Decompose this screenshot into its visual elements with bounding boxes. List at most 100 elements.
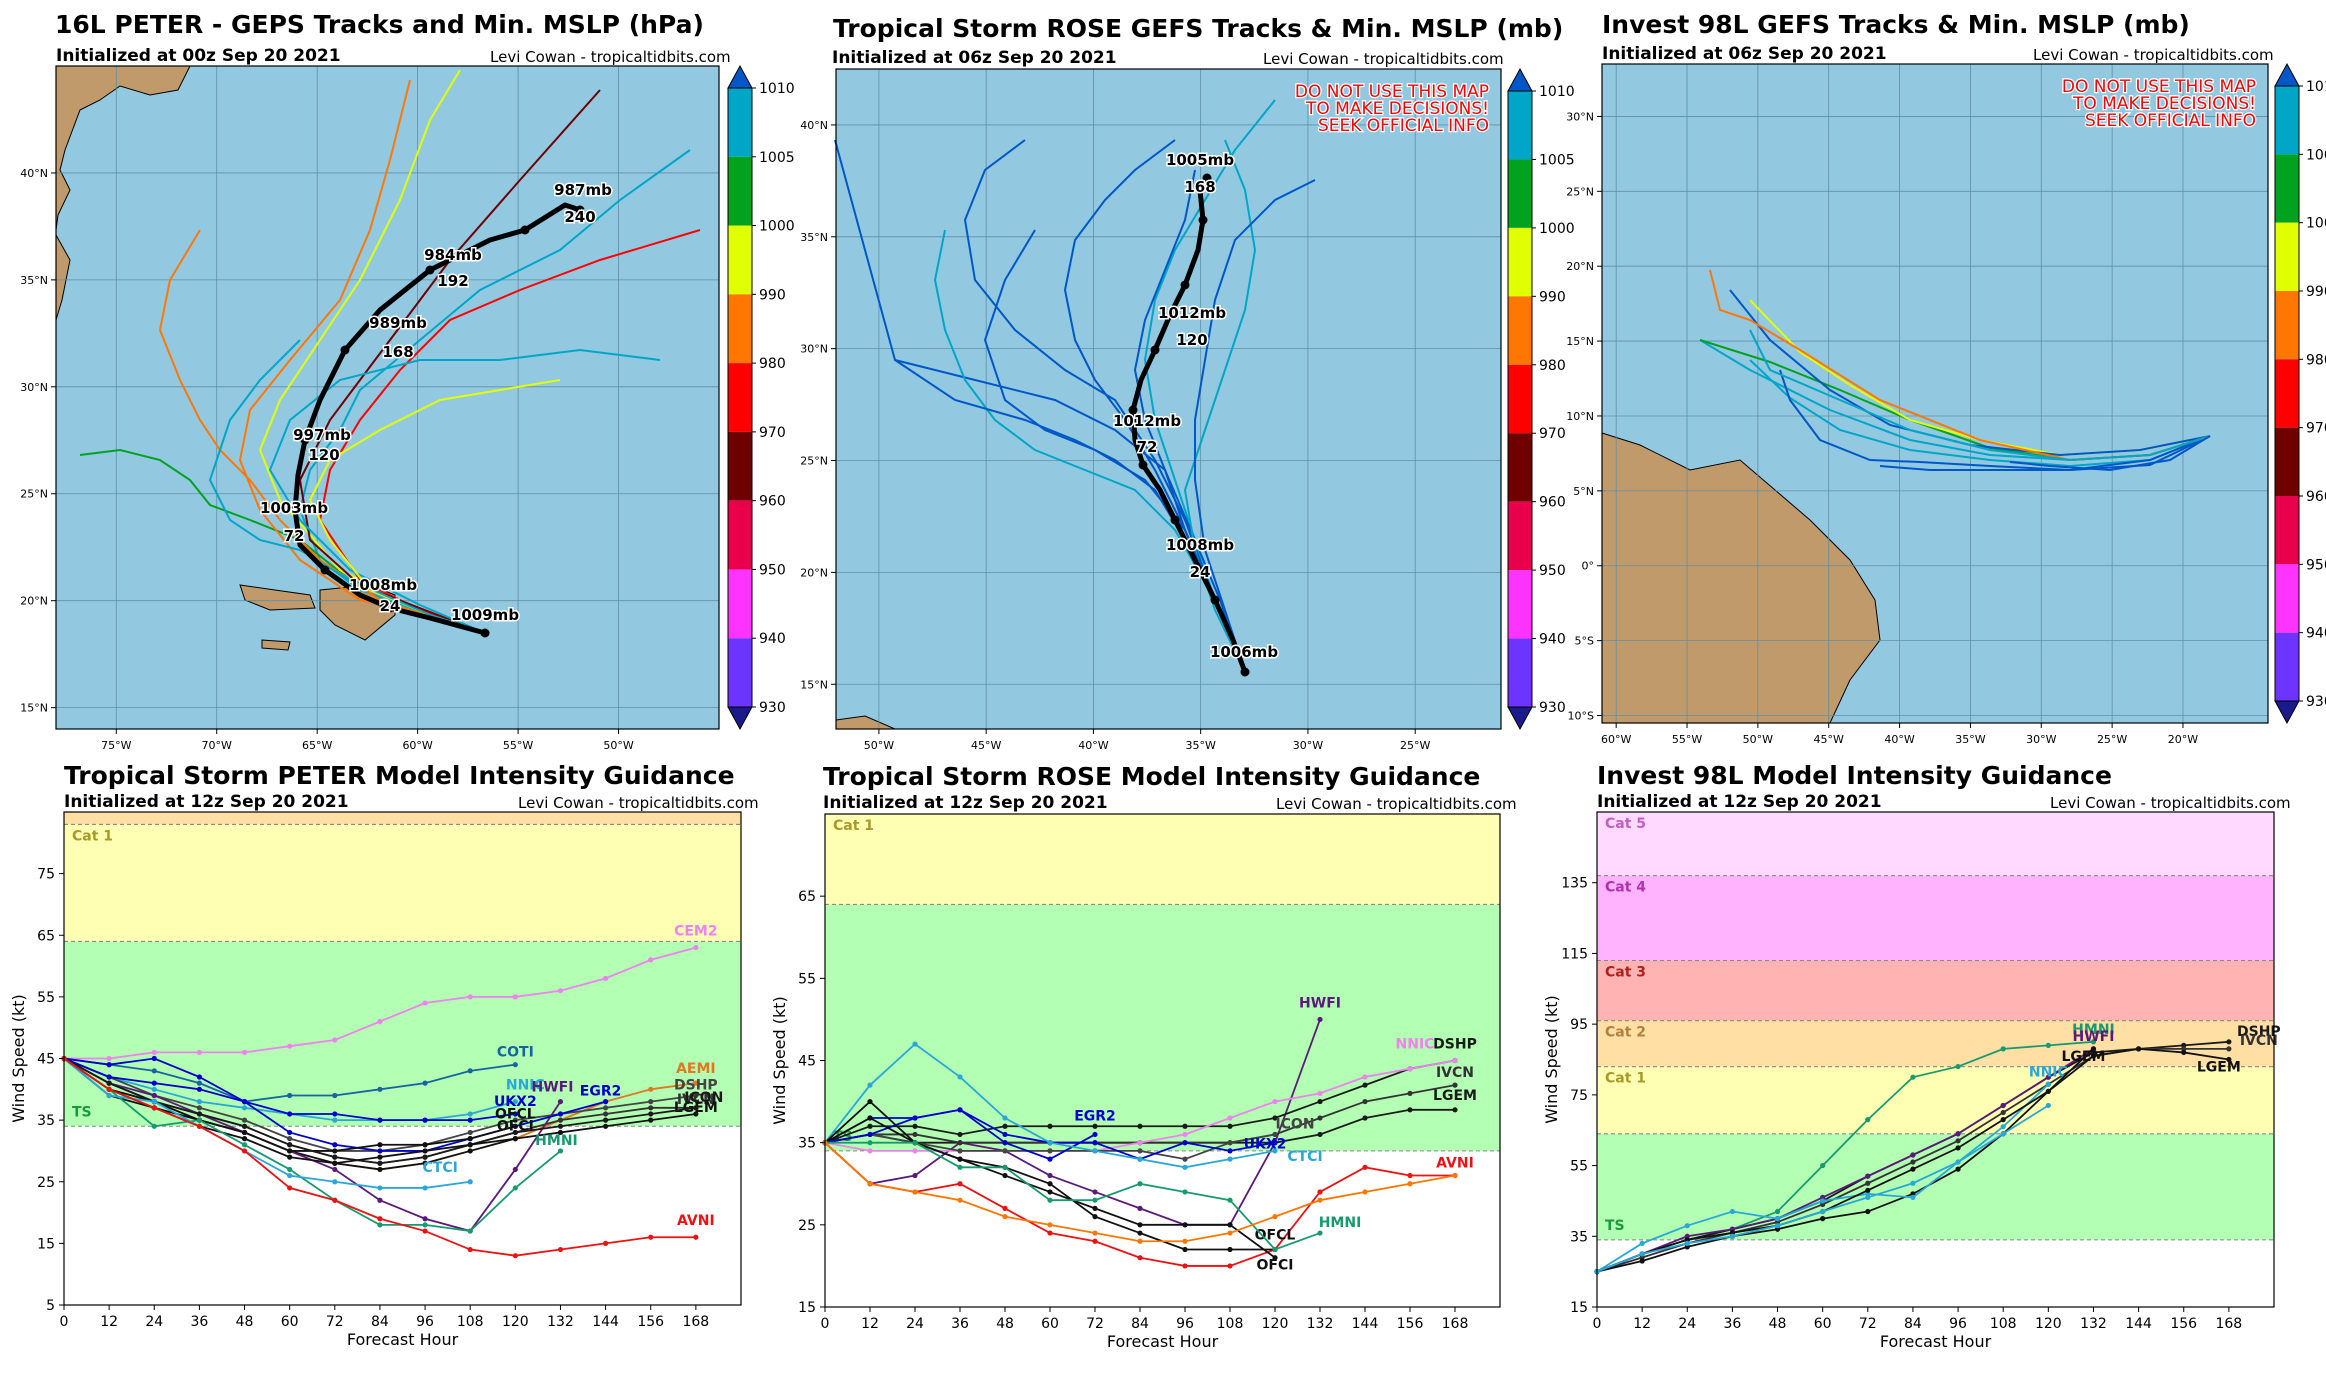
series-point xyxy=(512,994,518,1000)
series-point xyxy=(1182,1123,1188,1129)
y-tick-label: 15 xyxy=(1570,1300,1588,1316)
map-init: Initialized at 06z Sep 20 2021 xyxy=(1602,44,1887,64)
colorbar-tick-label: 990 xyxy=(2306,284,2326,300)
series-point xyxy=(1910,1166,1916,1172)
series-point xyxy=(332,1142,338,1148)
chart-init: Initialized at 12z Sep 20 2021 xyxy=(823,793,1108,813)
series-point xyxy=(287,1129,293,1136)
series-point xyxy=(196,1123,202,1129)
mean-track-label: 1012mb xyxy=(1113,412,1181,430)
series-point xyxy=(332,1148,338,1154)
colorbar-tick-label: 930 xyxy=(759,700,786,716)
series-point xyxy=(512,1123,518,1129)
lat-tick-label: 10°N xyxy=(1566,410,1594,423)
series-label: DSHP xyxy=(2237,1024,2281,1040)
series-point xyxy=(1227,1115,1233,1121)
intensity-band xyxy=(64,824,741,942)
series-point xyxy=(151,1123,157,1129)
series-point xyxy=(1955,1138,1961,1144)
colorbar-tick-label: 1010 xyxy=(759,81,795,97)
series-point xyxy=(603,1123,609,1129)
series-point xyxy=(1182,1131,1188,1138)
intensity-panel-peter: Tropical Storm PETER Model Intensity Gui… xyxy=(0,745,775,1380)
lat-tick-label: 15°N xyxy=(800,678,828,691)
series-point xyxy=(512,1129,518,1136)
series-point xyxy=(1137,1255,1143,1261)
series-point xyxy=(557,1123,564,1129)
lat-tick-label: 20°N xyxy=(1566,260,1594,273)
lat-tick-label: 10°S xyxy=(1568,710,1594,723)
x-tick-label: 108 xyxy=(1990,1316,2017,1332)
series-point xyxy=(1002,1140,1008,1146)
mean-track-label: 984mb xyxy=(424,246,482,264)
series-point xyxy=(1865,1194,1871,1200)
series-point xyxy=(1182,1189,1188,1195)
series-label: LGEM xyxy=(2197,1060,2241,1076)
x-tick-label: 156 xyxy=(2170,1316,2197,1332)
series-point xyxy=(1227,1230,1233,1236)
series-point xyxy=(867,1123,873,1129)
colorbar-tick-label: 930 xyxy=(2306,694,2326,710)
mean-track-point xyxy=(1202,173,1212,183)
lat-tick-label: 35°N xyxy=(800,231,828,244)
y-tick-label: 25 xyxy=(798,1218,816,1234)
series-point xyxy=(912,1131,918,1138)
series-point xyxy=(912,1172,918,1179)
lat-tick-label: 30°N xyxy=(800,343,828,356)
series-point xyxy=(1407,1107,1413,1113)
series-label: HWFI xyxy=(531,1080,573,1096)
series-point xyxy=(467,1129,473,1136)
series-point xyxy=(557,1148,564,1154)
mean-track-label: 1012mb xyxy=(1158,304,1226,322)
x-tick-label: 168 xyxy=(1442,1316,1469,1332)
series-point xyxy=(1047,1172,1053,1179)
mean-track-point xyxy=(520,225,530,235)
series-point xyxy=(557,1129,564,1136)
series-point xyxy=(1137,1222,1143,1228)
intensity-band xyxy=(1597,875,2274,961)
series-point xyxy=(1362,1164,1368,1170)
series-point xyxy=(1910,1180,1916,1186)
lat-tick-label: 35°N xyxy=(20,274,48,287)
x-tick-label: 84 xyxy=(1131,1316,1149,1332)
series-point xyxy=(287,1092,293,1099)
series-point xyxy=(2045,1042,2051,1048)
series-point xyxy=(377,1018,383,1025)
series-point xyxy=(1182,1156,1188,1162)
series-point xyxy=(1317,1197,1323,1203)
series-point xyxy=(957,1074,963,1080)
series-point xyxy=(1047,1197,1053,1203)
series-point xyxy=(1317,1189,1323,1195)
lon-tick-label: 40°W xyxy=(1884,733,1914,746)
series-point xyxy=(106,1080,112,1086)
series-point xyxy=(287,1154,293,1160)
series-point xyxy=(1182,1238,1188,1244)
colorbar-tick-label: 960 xyxy=(2306,489,2326,505)
series-point xyxy=(603,1099,609,1105)
series-point xyxy=(241,1123,248,1129)
series-label: OFCI xyxy=(497,1119,534,1135)
map-init: Initialized at 06z Sep 20 2021 xyxy=(832,48,1117,68)
mean-track-label: 997mb xyxy=(293,426,351,444)
series-point xyxy=(648,1117,654,1123)
mean-track-point xyxy=(1128,405,1138,415)
x-tick-label: 60 xyxy=(1041,1316,1059,1332)
mean-track-point xyxy=(1198,215,1208,225)
series-point xyxy=(1865,1180,1871,1186)
colorbar-segment xyxy=(1508,570,1532,639)
series-point xyxy=(151,1105,157,1111)
series-point xyxy=(151,1055,157,1062)
series-point xyxy=(867,1098,873,1105)
series-point xyxy=(648,1234,654,1240)
x-tick-label: 120 xyxy=(502,1314,529,1330)
series-label: AVNI xyxy=(677,1213,715,1229)
series-label: CTCI xyxy=(423,1160,458,1176)
band-label: Cat 1 xyxy=(1605,1071,1646,1087)
y-axis-label: Wind Speed (kt) xyxy=(9,994,28,1123)
series-line xyxy=(1596,1048,2094,1273)
series-label: HMNI xyxy=(1319,1215,1362,1231)
x-tick-label: 96 xyxy=(416,1314,434,1330)
series-point xyxy=(196,1105,202,1111)
series-point xyxy=(2045,1088,2051,1094)
colorbar-arrow-top xyxy=(1507,67,1533,92)
